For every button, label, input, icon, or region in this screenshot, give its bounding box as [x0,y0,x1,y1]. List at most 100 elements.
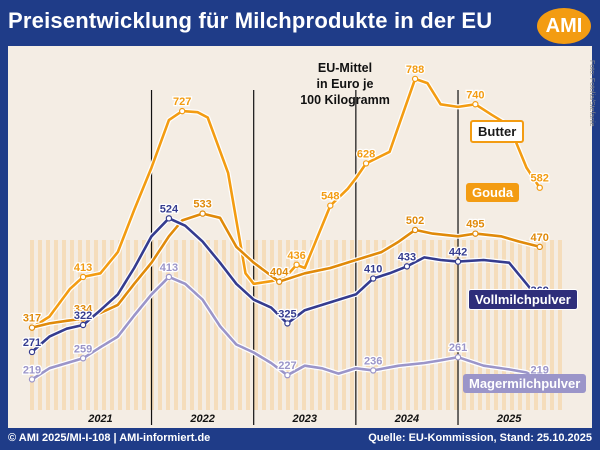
data-label: 334 [74,304,93,316]
data-point [28,376,36,383]
data-label: 261 [449,342,467,354]
x-tick-label: 2025 [496,413,522,425]
data-point [165,215,173,222]
data-label: 322 [74,310,92,322]
legend-gouda: Gouda [466,183,520,202]
bg-stripe [246,240,250,410]
bg-stripe [334,240,338,410]
data-point [327,202,334,209]
bg-stripe [142,240,146,410]
bg-stripe [230,240,234,410]
bg-stripe [54,240,58,410]
data-label: 582 [531,173,549,185]
data-point [199,210,206,217]
photo-credit: Foto: Fotolia/Stefanie [588,60,595,127]
bg-stripe [422,240,426,410]
data-label: 788 [406,64,424,76]
bg-stripe [102,240,106,410]
data-point [454,258,462,265]
data-label: 259 [74,343,92,355]
data-point [370,367,377,374]
bg-stripe [198,240,202,410]
bg-stripe [166,240,170,410]
bg-stripe [534,240,538,410]
unit-note-line-1: EU-Mittel [317,61,373,75]
series-line-vollmilchpulver [31,217,541,353]
series-layer [30,76,542,382]
bg-stripe [374,240,378,410]
data-point [284,371,291,379]
bg-stripe [86,240,90,410]
data-point [284,320,291,327]
data-point [79,355,87,362]
data-label: 410 [364,264,382,276]
bg-stripe [158,240,162,410]
bg-stripe [222,240,226,410]
bg-stripe [94,240,98,410]
footer-source: Quelle: EU-Kommission, Stand: 25.10.2025 [368,432,592,444]
data-point [403,263,411,270]
data-label: 740 [466,89,484,101]
bg-stripe [302,240,306,410]
bg-stripe [110,240,114,410]
bg-stripe [342,240,346,410]
data-point [79,315,87,322]
bg-stripe [502,240,506,410]
bg-stripe [214,240,218,410]
bg-stripe [398,240,402,410]
bg-stripe [550,240,554,410]
bg-stripe [118,240,122,410]
bg-stripe [454,240,458,410]
bg-stripe [270,240,274,410]
ami-logo: AMI [537,8,591,44]
bg-stripe [486,240,490,410]
bg-stripe [526,240,530,410]
data-label: 271 [23,337,41,349]
data-label: 470 [531,232,549,244]
data-label: 227 [278,360,296,372]
bg-stripe [174,240,178,410]
series-line-gouda [31,212,541,329]
bg-stripe [254,240,258,410]
bg-stripe [542,240,546,410]
bg-stripe [278,240,282,410]
bg-stripe [470,240,474,410]
bg-stripe [294,240,298,410]
data-label: 524 [160,203,179,215]
data-label: 495 [466,219,484,231]
x-tick-label: 2024 [394,413,419,425]
data-label: 325 [278,308,296,320]
bg-stripe [366,240,370,410]
data-label: 533 [193,199,211,211]
bg-stripe [430,240,434,410]
bg-stripe [262,240,266,410]
legend-magermilchpulver: Magermilchpulver [463,374,587,393]
bg-stripe [190,240,194,410]
bg-stripe [182,240,186,410]
data-point [79,273,87,281]
data-label: 727 [173,96,191,108]
bg-stripe [390,240,394,410]
legend-butter: Butter [470,120,525,143]
data-point [411,226,419,234]
data-label: 436 [287,250,305,262]
bg-stripe [318,240,322,410]
bg-stripe [510,240,514,410]
legend-vollmilchpulver: Vollmilchpulver [468,289,578,310]
bg-stripe [350,240,354,410]
bg-stripe [494,240,498,410]
series-line-magermilchpulver [31,275,541,381]
data-point [79,321,87,329]
data-point [536,184,543,191]
bg-stripe [238,240,242,410]
x-tick-label: 2023 [292,413,317,425]
bg-stripe [134,240,138,410]
x-tick-label: 2021 [87,413,112,425]
bg-stripe [406,240,410,410]
data-point [28,348,36,356]
bg-stripe [358,240,362,410]
bg-stripe [206,240,210,410]
data-label: 236 [364,355,382,367]
